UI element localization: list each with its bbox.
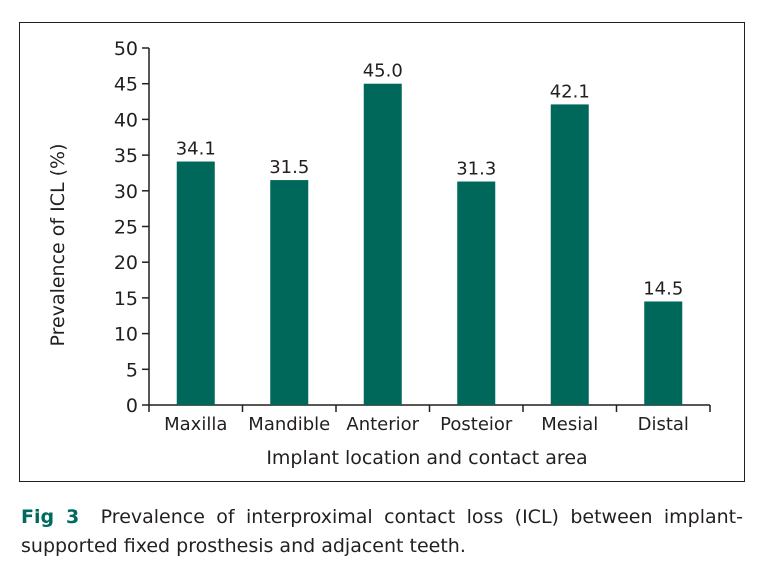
y-tick-label: 35 xyxy=(114,145,138,167)
bar-mandible xyxy=(270,180,309,405)
chart-frame: 0 5 10 15 20 25 30 35 40 45 50 Maxilla Mandible Ante… xyxy=(19,22,745,482)
caption-text: Prevalence of interproximal contact loss… xyxy=(21,506,743,557)
x-tick-label: Distal xyxy=(638,414,689,435)
y-axis: 0 5 10 15 20 25 30 35 40 45 50 xyxy=(114,38,150,417)
figure-label: Fig 3 xyxy=(21,506,80,528)
y-tick-label: 50 xyxy=(114,38,138,60)
y-tick-label: 10 xyxy=(114,324,138,346)
data-label: 31.5 xyxy=(269,157,309,178)
y-tick-label: 25 xyxy=(114,217,138,239)
y-tick-label: 20 xyxy=(114,252,138,274)
bars xyxy=(176,83,683,405)
y-tick-label: 40 xyxy=(114,109,138,131)
bar-maxilla xyxy=(176,161,215,405)
x-axis: Maxilla Mandible Anterior Posteior Mesial Dis… xyxy=(148,404,711,435)
y-tick-label: 15 xyxy=(114,288,138,310)
y-tick-label: 45 xyxy=(114,74,138,96)
x-tick-label: Anterior xyxy=(346,414,419,435)
x-tick-label: Posteior xyxy=(440,414,513,435)
data-label: 34.1 xyxy=(176,139,216,160)
bar-distal xyxy=(644,301,683,405)
bar-chart: 0 5 10 15 20 25 30 35 40 45 50 Maxilla Mandible Ante… xyxy=(47,38,711,469)
x-tick-label: Mesial xyxy=(541,414,598,435)
x-tick-label: Mandible xyxy=(248,414,330,435)
x-axis-label: Implant location and contact area xyxy=(266,447,587,469)
y-tick-label: 30 xyxy=(114,181,138,203)
y-tick-label: 5 xyxy=(126,359,138,381)
y-tick-label: 0 xyxy=(126,395,138,417)
x-tick-label: Maxilla xyxy=(164,414,227,435)
bar-posteior xyxy=(457,181,496,405)
y-axis-label: Prevalence of ICL (%) xyxy=(47,143,69,346)
bar-mesial xyxy=(550,104,589,405)
data-label: 31.3 xyxy=(456,159,496,180)
figure-caption: Fig 3 Prevalence of interproximal contac… xyxy=(21,503,743,561)
data-label: 42.1 xyxy=(550,81,590,102)
data-label: 14.5 xyxy=(643,278,683,299)
bar-anterior xyxy=(363,83,402,405)
bar-labels: 34.1 31.5 45.0 31.3 42.1 14.5 xyxy=(176,61,684,300)
data-label: 45.0 xyxy=(363,61,403,82)
